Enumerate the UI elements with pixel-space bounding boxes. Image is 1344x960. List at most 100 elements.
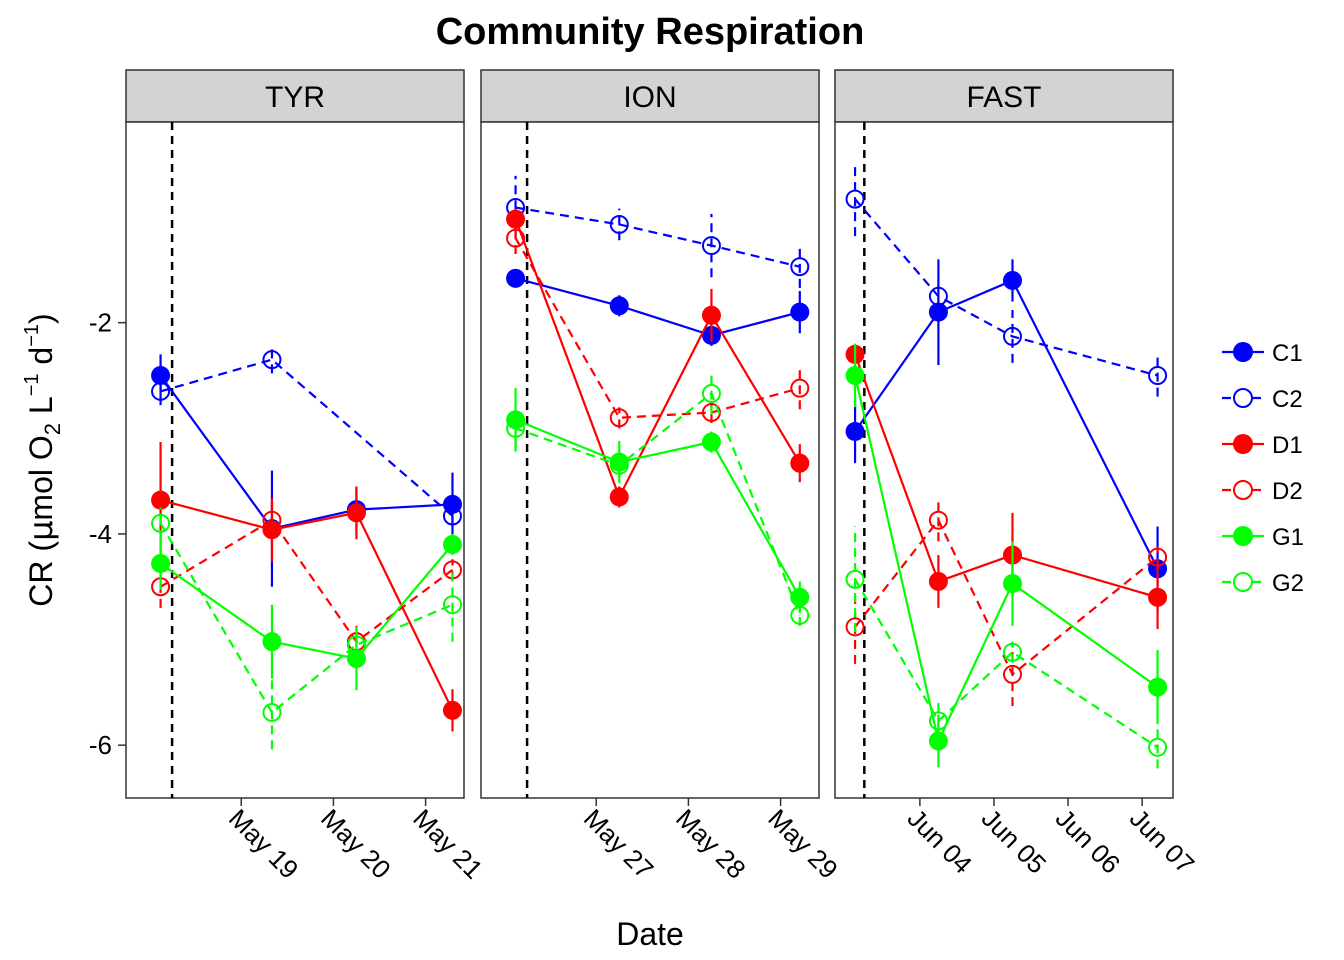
data-point	[1002, 270, 1022, 290]
x-tick-label: Jun 04	[902, 803, 978, 879]
data-point	[442, 700, 462, 720]
y-tick-label: -4	[89, 519, 112, 549]
facet-strip-label: ION	[623, 81, 676, 114]
facet-strip	[480, 69, 820, 123]
x-tick-label: May 21	[407, 803, 489, 885]
data-point	[701, 236, 721, 256]
legend-item-c2: C2	[1222, 386, 1303, 413]
series-g1	[845, 343, 1168, 768]
series-line-g2	[515, 391, 801, 616]
facet-strip-label: TYR	[265, 81, 325, 114]
y-axis-title-day: d	[23, 347, 59, 374]
data-point	[1148, 587, 1168, 607]
y-axis-title-sup1: −1	[21, 373, 43, 396]
series-d1	[845, 343, 1168, 629]
data-point	[790, 302, 810, 322]
y-axis-title-sup2: −1	[21, 324, 43, 347]
series-line-g2	[854, 578, 1159, 749]
data-point	[609, 296, 629, 316]
facet-strip	[834, 69, 1174, 123]
series-g2	[506, 372, 810, 626]
x-tick-label: Jun 05	[976, 803, 1052, 879]
legend: C1 C2 D1 D2 G1 G2	[1222, 340, 1304, 597]
data-point	[262, 702, 282, 722]
chart-title: Community Respiration	[436, 11, 865, 53]
legend-item-d1: D1	[1222, 432, 1303, 459]
legend-key-marker	[1233, 342, 1253, 362]
data-point	[701, 383, 721, 403]
series-line-c1	[515, 277, 801, 337]
data-point	[442, 595, 462, 615]
y-tick-label: -6	[89, 730, 112, 760]
legend-item-g2: G2	[1222, 570, 1304, 597]
series-g2	[845, 526, 1168, 769]
series-line-d2	[854, 518, 1159, 677]
data-point	[151, 381, 171, 401]
data-point	[845, 421, 865, 441]
x-tick-label: Jun 07	[1124, 803, 1200, 879]
data-point	[1148, 677, 1168, 697]
series-line-d2	[160, 518, 454, 644]
x-tick-label: May 19	[223, 803, 305, 885]
data-point	[928, 302, 948, 322]
legend-label: G2	[1272, 570, 1304, 597]
panel-plot-area	[151, 122, 462, 798]
data-point	[442, 506, 462, 526]
data-point	[151, 366, 171, 385]
data-point	[506, 209, 526, 229]
x-tick-label: May 29	[762, 803, 844, 885]
y-tick-label: -2	[89, 308, 112, 338]
series-line-c2	[854, 198, 1158, 377]
panel-frame	[125, 121, 465, 799]
data-point	[1148, 547, 1168, 567]
series-line-g1	[515, 418, 801, 598]
data-point	[928, 286, 948, 306]
x-axis-title: Date	[616, 916, 684, 952]
data-point	[845, 189, 865, 209]
legend-label: D2	[1272, 478, 1303, 505]
data-point	[346, 503, 366, 523]
data-point	[506, 268, 526, 288]
data-point	[262, 632, 282, 652]
facet-strip-label: FAST	[966, 81, 1041, 114]
data-point	[262, 350, 282, 370]
data-point	[845, 366, 865, 385]
data-point	[151, 513, 171, 533]
panel-plot-area	[845, 122, 1168, 798]
y-axis-title-mol: mol O	[23, 435, 59, 520]
legend-item-c1: C1	[1222, 340, 1303, 367]
data-point	[701, 432, 721, 452]
facet-strip	[125, 69, 465, 123]
facet-panels: TYR May 19 May 20 May 21 ION May 27 May 28 May …	[125, 69, 1200, 885]
data-point	[928, 711, 948, 731]
series-line-g2	[159, 522, 453, 715]
data-point	[790, 453, 810, 473]
legend-label: C1	[1272, 340, 1303, 367]
data-point	[1002, 326, 1022, 346]
y-axis-title-sub: 2	[40, 423, 65, 435]
series-line-d1	[160, 499, 454, 711]
data-point	[1002, 574, 1022, 594]
x-tick-label: May 20	[315, 803, 397, 885]
data-point	[790, 378, 810, 398]
panel-frame	[834, 121, 1174, 799]
data-point	[790, 257, 810, 277]
data-point	[790, 605, 810, 625]
legend-key-marker	[1233, 480, 1253, 500]
data-point	[609, 487, 629, 507]
panel-tyr: TYR May 19 May 20 May 21	[125, 69, 489, 885]
data-point	[845, 617, 865, 637]
y-axis-title-liter: L	[23, 396, 59, 423]
data-point	[701, 305, 721, 325]
series-line-c1	[159, 374, 453, 530]
data-point	[346, 635, 366, 655]
series-d1	[151, 442, 462, 732]
legend-item-g1: G1	[1222, 524, 1304, 551]
data-point	[609, 214, 629, 234]
x-tick-label: May 28	[670, 803, 752, 885]
y-axis-title: CR (μmol O2 L−1 d−1)	[21, 313, 65, 606]
series-line-d2	[514, 237, 801, 419]
series-c2	[506, 175, 810, 288]
